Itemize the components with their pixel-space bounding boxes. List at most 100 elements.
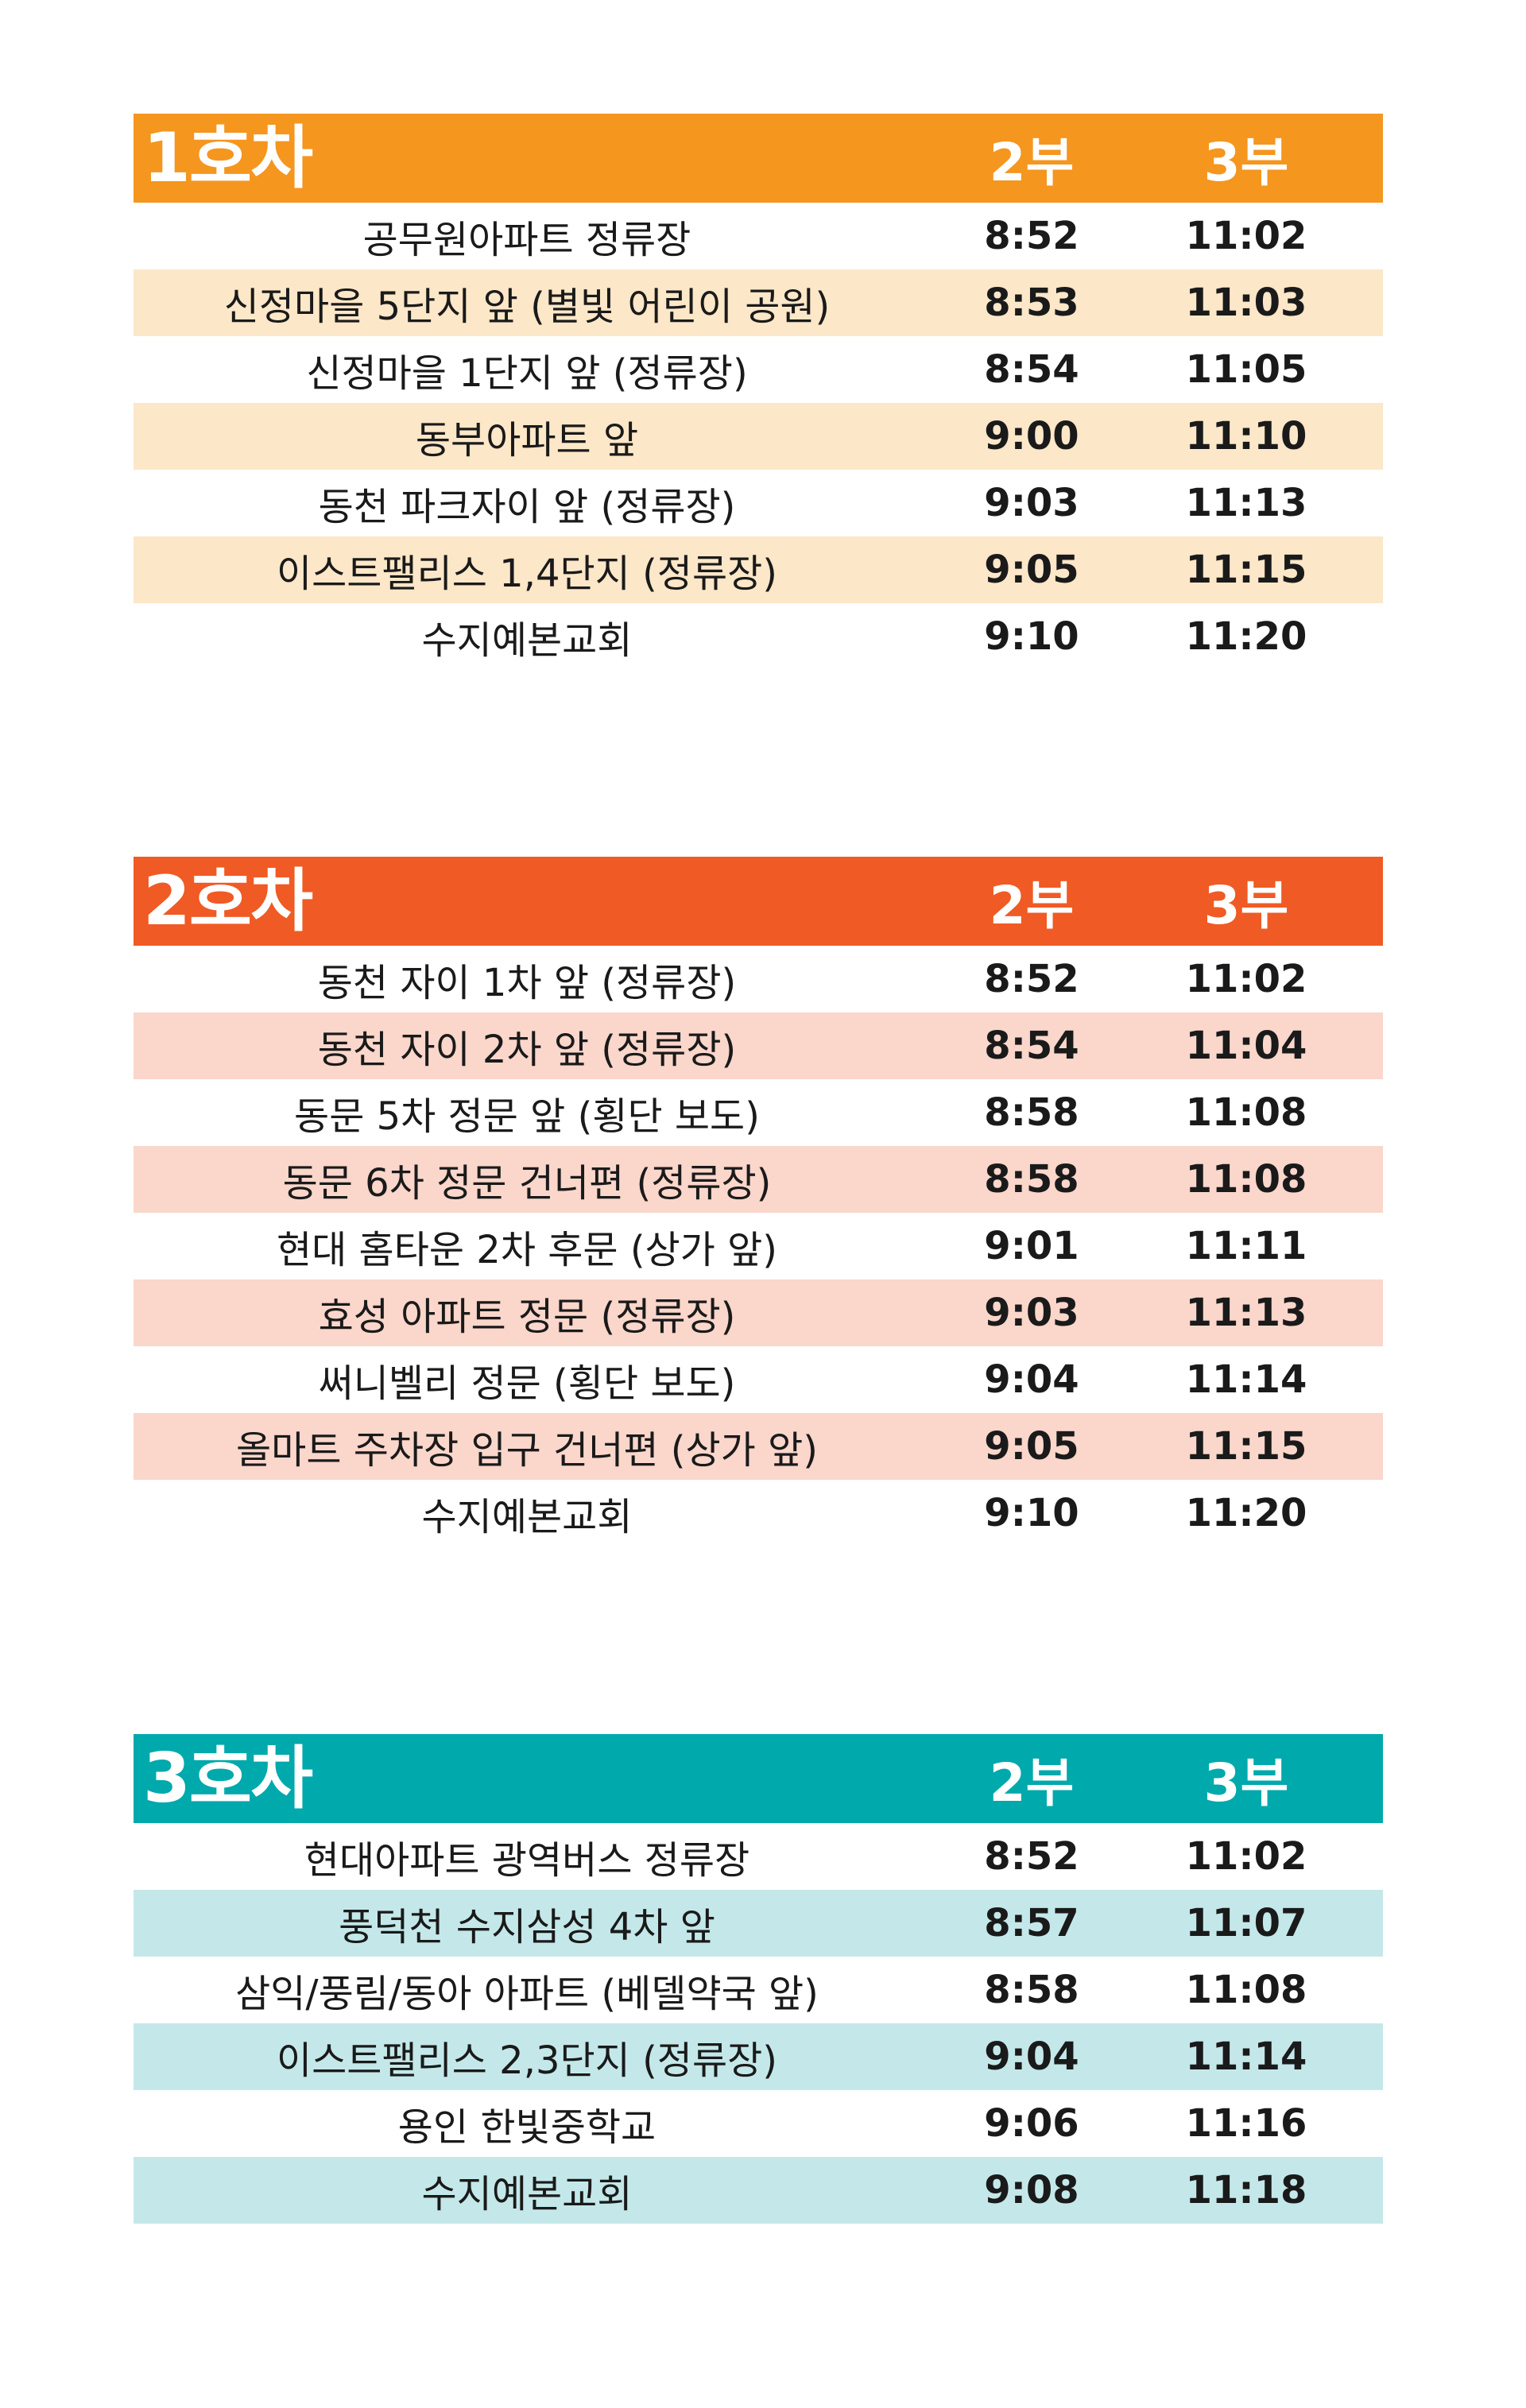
stop-name: 용인 한빛중학교 (397, 2105, 656, 2150)
time-3bu: 11:05 (1185, 347, 1307, 392)
stop-name: 이스트팰리스 1,4단지 (정류장) (276, 552, 778, 596)
time-2bu: 9:03 (984, 481, 1079, 525)
time-2bu: 8:58 (984, 1968, 1079, 2012)
table-row: 효성 아파트 정문 (정류장) 9:03 11:13 (134, 1279, 1383, 1346)
stop-name: 수지예본교회 (421, 1495, 633, 1539)
column-header-3bu: 3부 (1203, 1752, 1289, 1814)
bus-3-title: 3호차 (143, 1739, 313, 1818)
time-2bu: 8:52 (984, 957, 1079, 1001)
time-3bu: 11:20 (1185, 614, 1307, 659)
table-row: 동천 자이 2차 앞 (정류장) 8:54 11:04 (134, 1012, 1383, 1079)
bus-2-header: 2호차 2부 3부 (134, 857, 1383, 946)
table-row: 수지예본교회 9:08 11:18 (134, 2157, 1383, 2224)
time-3bu: 11:10 (1185, 414, 1307, 459)
column-header-3bu: 3부 (1203, 132, 1289, 193)
column-header-2bu: 2부 (989, 875, 1075, 936)
table-row: 수지예본교회 9:10 11:20 (134, 1480, 1383, 1547)
table-row: 공무원아파트 정류장 8:52 11:02 (134, 203, 1383, 269)
time-3bu: 11:08 (1185, 1157, 1307, 1202)
time-2bu: 8:53 (984, 281, 1079, 325)
stop-name: 효성 아파트 정문 (정류장) (318, 1295, 736, 1339)
table-row: 동문 5차 정문 앞 (횡단 보도) 8:58 11:08 (134, 1079, 1383, 1146)
table-row: 동천 파크자이 앞 (정류장) 9:03 11:13 (134, 470, 1383, 536)
stop-name: 삼익/풍림/동아 아파트 (베델약국 앞) (235, 1972, 819, 2016)
stop-name: 신정마을 1단지 앞 (정류장) (306, 351, 748, 396)
stop-name: 동천 자이 1차 앞 (정류장) (317, 961, 737, 1005)
time-2bu: 9:10 (984, 1491, 1079, 1535)
time-2bu: 8:52 (984, 214, 1079, 258)
bus-3-header: 3호차 2부 3부 (134, 1734, 1383, 1823)
stop-name: 동천 자이 2차 앞 (정류장) (317, 1028, 737, 1072)
column-header-3bu: 3부 (1203, 875, 1289, 936)
time-2bu: 8:57 (984, 1901, 1079, 1945)
time-2bu: 9:10 (984, 614, 1079, 659)
table-row: 써니벨리 정문 (횡단 보도) 9:04 11:14 (134, 1346, 1383, 1413)
time-3bu: 11:14 (1185, 1357, 1307, 1402)
time-2bu: 9:04 (984, 1357, 1079, 1402)
column-header-2bu: 2부 (989, 132, 1075, 193)
time-3bu: 11:15 (1185, 548, 1307, 592)
bus-2-rows: 동천 자이 1차 앞 (정류장) 8:52 11:02 동천 자이 2차 앞 (정류장… (134, 946, 1383, 1547)
time-3bu: 11:04 (1185, 1024, 1307, 1068)
table-row: 신정마을 1단지 앞 (정류장) 8:54 11:05 (134, 336, 1383, 403)
time-2bu: 9:05 (984, 548, 1079, 592)
stop-name: 현대 홈타운 2차 후문 (상가 앞) (276, 1228, 778, 1272)
stop-name: 동문 5차 정문 앞 (횡단 보도) (294, 1094, 760, 1139)
stop-name: 수지예본교회 (421, 2172, 633, 2216)
bus-1-rows: 공무원아파트 정류장 8:52 11:02 신정마을 5단지 앞 (별빛 어린이 공원… (134, 203, 1383, 670)
bus-1-title: 1호차 (143, 118, 313, 198)
column-header-2bu: 2부 (989, 1752, 1075, 1814)
table-row: 현대아파트 광역버스 정류장 8:52 11:02 (134, 1823, 1383, 1890)
bus-2-section: 2호차 2부 3부 동천 자이 1차 앞 (정류장) 8:52 11:02 동천 자이 2차… (134, 857, 1383, 1547)
time-2bu: 8:58 (984, 1157, 1079, 1202)
time-3bu: 11:11 (1185, 1224, 1307, 1268)
time-3bu: 11:15 (1185, 1424, 1307, 1469)
stop-name: 현대아파트 광역버스 정류장 (304, 1838, 750, 1883)
time-2bu: 9:00 (984, 414, 1079, 459)
stop-name: 이스트팰리스 2,3단지 (정류장) (276, 2038, 778, 2083)
time-3bu: 11:13 (1185, 481, 1307, 525)
stop-name: 동천 파크자이 앞 (정류장) (318, 485, 736, 529)
stop-name: 공무원아파트 정류장 (362, 218, 691, 262)
time-2bu: 9:05 (984, 1424, 1079, 1469)
time-2bu: 8:52 (984, 1834, 1079, 1879)
table-row: 신정마을 5단지 앞 (별빛 어린이 공원) 8:53 11:03 (134, 269, 1383, 336)
bus-3-rows: 현대아파트 광역버스 정류장 8:52 11:02 풍덕천 수지삼성 4차 앞 8:57… (134, 1823, 1383, 2224)
stop-name: 써니벨리 정문 (횡단 보도) (318, 1361, 736, 1406)
table-row: 동문 6차 정문 건너편 (정류장) 8:58 11:08 (134, 1146, 1383, 1213)
table-row: 수지예본교회 9:10 11:20 (134, 603, 1383, 670)
table-row: 이스트팰리스 1,4단지 (정류장) 9:05 11:15 (134, 536, 1383, 603)
time-3bu: 11:02 (1185, 1834, 1307, 1879)
time-3bu: 11:03 (1185, 281, 1307, 325)
time-3bu: 11:08 (1185, 1968, 1307, 2012)
stop-name: 수지예본교회 (421, 618, 633, 663)
stop-name: 동문 6차 정문 건너편 (정류장) (282, 1161, 772, 1206)
time-3bu: 11:20 (1185, 1491, 1307, 1535)
bus-1-header: 1호차 2부 3부 (134, 114, 1383, 203)
time-3bu: 11:18 (1185, 2168, 1307, 2212)
time-2bu: 8:54 (984, 1024, 1079, 1068)
table-row: 삼익/풍림/동아 아파트 (베델약국 앞) 8:58 11:08 (134, 1957, 1383, 2023)
time-3bu: 11:02 (1185, 957, 1307, 1001)
table-row: 풍덕천 수지삼성 4차 앞 8:57 11:07 (134, 1890, 1383, 1957)
table-row: 동부아파트 앞 9:00 11:10 (134, 403, 1383, 470)
time-3bu: 11:02 (1185, 214, 1307, 258)
time-2bu: 9:04 (984, 2034, 1079, 2079)
time-3bu: 11:14 (1185, 2034, 1307, 2079)
time-2bu: 9:01 (984, 1224, 1079, 1268)
table-row: 용인 한빛중학교 9:06 11:16 (134, 2090, 1383, 2157)
time-2bu: 8:54 (984, 347, 1079, 392)
table-row: 이스트팰리스 2,3단지 (정류장) 9:04 11:14 (134, 2023, 1383, 2090)
stop-name: 신정마을 5단지 앞 (별빛 어린이 공원) (223, 285, 831, 329)
time-3bu: 11:13 (1185, 1291, 1307, 1335)
time-2bu: 9:06 (984, 2101, 1079, 2146)
table-row: 현대 홈타운 2차 후문 (상가 앞) 9:01 11:11 (134, 1213, 1383, 1279)
time-3bu: 11:08 (1185, 1090, 1307, 1135)
stop-name: 동부아파트 앞 (415, 418, 639, 463)
stop-name: 올마트 주차장 입구 건너편 (상가 앞) (236, 1428, 818, 1473)
time-2bu: 9:08 (984, 2168, 1079, 2212)
stop-name: 풍덕천 수지삼성 4차 앞 (339, 1905, 715, 1949)
table-row: 올마트 주차장 입구 건너편 (상가 앞) 9:05 11:15 (134, 1413, 1383, 1480)
